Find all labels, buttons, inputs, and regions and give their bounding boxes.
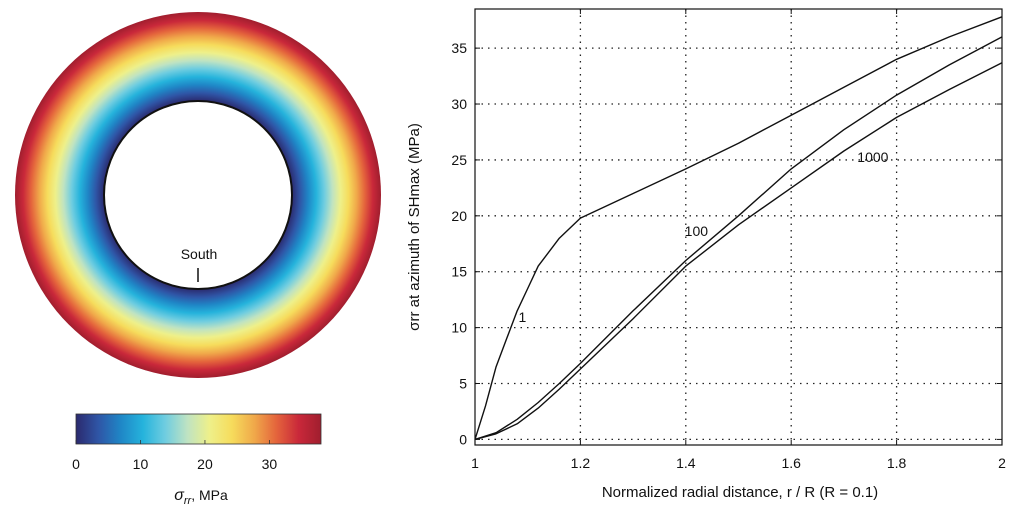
y-tick-label: 5 xyxy=(459,376,467,392)
y-ticks: 0 5 10 15 20 25 30 35 xyxy=(451,40,1002,447)
series-line-100 xyxy=(474,36,1003,441)
x-tick-label: 1.6 xyxy=(781,455,801,471)
colorbar-ticks: 0 10 20 30 xyxy=(72,440,277,472)
colorbar-label-unit: , MPa xyxy=(191,487,228,503)
ring-plot: South xyxy=(15,12,381,378)
curve-label-1000: 1000 xyxy=(857,149,888,165)
y-tick-label: 25 xyxy=(451,152,467,168)
y-tick-label: 10 xyxy=(451,320,467,336)
curve-label-1: 1 xyxy=(519,309,527,325)
colorbar-label-symbol: σ xyxy=(174,487,185,504)
line-chart: 1 1.2 1.4 1.6 1.8 2 0 5 10 15 20 25 30 35 1 100 1000 N… xyxy=(406,8,1006,501)
series-line-1 xyxy=(474,16,1003,440)
x-ticks: 1 1.2 1.4 1.6 1.8 2 xyxy=(471,9,1006,471)
series-lines xyxy=(474,16,1003,441)
curve-label-100: 100 xyxy=(685,223,709,239)
curve-annotations: 1 100 1000 xyxy=(519,149,889,325)
x-axis-title: Normalized radial distance, r / R (R = 0… xyxy=(602,484,878,501)
colorbar-label: σrr, MPa xyxy=(174,487,228,507)
x-tick-label: 2 xyxy=(998,455,1006,471)
grid-lines xyxy=(475,9,1002,445)
series-line-1000 xyxy=(474,62,1003,441)
x-tick-label: 1.2 xyxy=(571,455,591,471)
y-tick-label: 15 xyxy=(451,264,467,280)
colorbar-label-sub: rr xyxy=(184,495,193,507)
x-tick-label: 1.4 xyxy=(676,455,696,471)
y-tick-label: 0 xyxy=(459,431,467,447)
colorbar-tick-label: 0 xyxy=(72,456,80,472)
borehole-wall xyxy=(103,100,293,290)
y-tick-label: 20 xyxy=(451,208,467,224)
plot-frame xyxy=(474,8,1003,446)
x-tick-label: 1 xyxy=(471,455,479,471)
y-tick-label: 35 xyxy=(451,40,467,56)
x-tick-label: 1.8 xyxy=(887,455,907,471)
y-axis-title: σrr at azimuth of SHmax (MPa) xyxy=(406,123,423,331)
colorbar-tick-label: 20 xyxy=(197,456,213,472)
y-tick-label: 30 xyxy=(451,96,467,112)
colorbar-tick-label: 30 xyxy=(262,456,278,472)
colorbar: 0 10 20 30 σrr, MPa xyxy=(72,413,322,507)
south-label: South xyxy=(181,246,218,262)
colorbar-tick-label: 10 xyxy=(133,456,149,472)
colorbar-bar xyxy=(75,413,322,445)
